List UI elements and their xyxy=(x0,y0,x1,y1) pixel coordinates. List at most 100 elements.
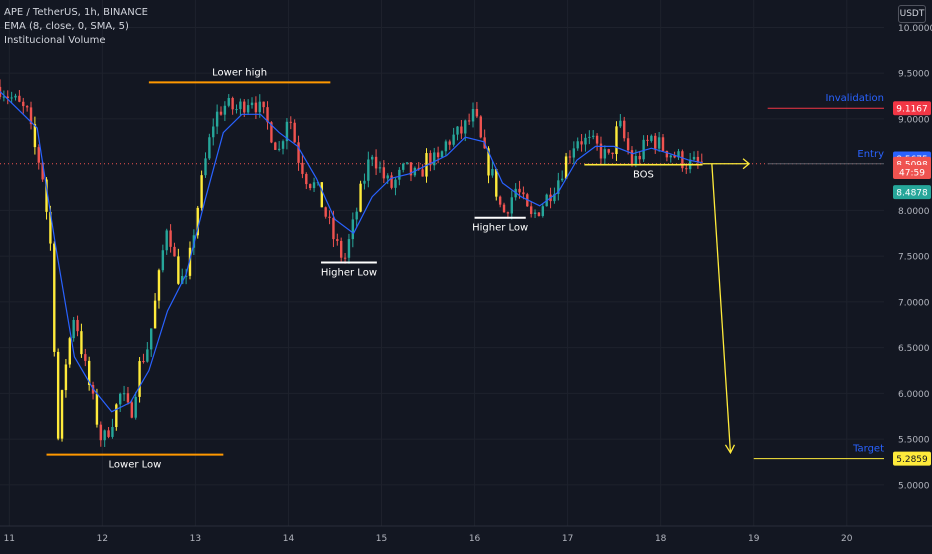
price-label: 9.1167 xyxy=(896,105,928,115)
candle-body xyxy=(188,247,192,276)
candle-body xyxy=(506,212,510,214)
candle-body xyxy=(134,396,137,418)
candle-body xyxy=(623,120,626,139)
ema-line xyxy=(0,91,703,413)
candle-body xyxy=(487,148,490,176)
entry-arrow-head xyxy=(742,158,751,170)
price-label-bg xyxy=(893,164,931,179)
candle-body xyxy=(208,137,211,159)
candle-body xyxy=(657,137,661,149)
candle-body xyxy=(138,361,141,397)
candle-body xyxy=(169,230,172,247)
legend-symbol[interactable]: APE / TetherUS, 1h, BINANCE xyxy=(4,7,148,18)
legend-ema[interactable]: EMA (8, close, 0, SMA, 5) xyxy=(4,21,129,32)
candle-body xyxy=(29,107,33,125)
candle-body xyxy=(219,111,223,115)
candle-body xyxy=(692,156,696,160)
candle-body xyxy=(464,120,467,134)
candle-body xyxy=(227,98,230,106)
candle-body xyxy=(560,178,564,181)
level-label: Lower high xyxy=(212,67,267,78)
candle-body xyxy=(367,159,370,181)
candle-body xyxy=(669,155,672,158)
candle-body xyxy=(510,197,513,214)
x-tick-label: 11 xyxy=(4,534,15,544)
annotations: Lower high Lower Low Higher Low Higher Low B… xyxy=(46,67,884,471)
candle-body xyxy=(84,354,87,361)
side-level-label: Target xyxy=(852,444,884,455)
candle-body xyxy=(592,135,595,137)
candle-body xyxy=(64,364,68,391)
y-tick-label: 5.5000 xyxy=(898,436,930,446)
candle-body xyxy=(495,169,498,197)
candle-body xyxy=(436,152,440,158)
candle-body xyxy=(87,360,91,386)
candle-body xyxy=(518,188,521,193)
candle-body xyxy=(580,141,583,145)
y-tick-label: 9.5000 xyxy=(898,70,930,80)
candle-body xyxy=(696,156,700,162)
candle-body xyxy=(654,135,657,149)
price-label-bg xyxy=(893,451,931,466)
legend-volume[interactable]: Institucional Volume xyxy=(4,35,106,46)
candle-body xyxy=(498,196,502,205)
level-label: Higher Low xyxy=(472,223,528,234)
candle-body xyxy=(332,217,335,240)
candle-body xyxy=(308,184,312,189)
candle-body xyxy=(41,162,44,180)
candle-body xyxy=(2,96,6,98)
candle-body xyxy=(37,147,40,163)
y-tick-label: 10.0000 xyxy=(898,24,932,34)
candle-body xyxy=(153,300,157,329)
y-tick-label: 6.5000 xyxy=(898,344,930,354)
candle-body xyxy=(293,122,296,143)
candle-body xyxy=(320,182,324,208)
candle-body xyxy=(564,156,568,179)
candle-body xyxy=(378,167,382,169)
candle-body xyxy=(681,151,684,169)
candle-body xyxy=(650,135,653,141)
candle-body xyxy=(324,207,327,217)
candle-body xyxy=(146,349,149,362)
side-level-label: Invalidation xyxy=(825,93,884,104)
candle-body xyxy=(200,175,203,208)
candle-body xyxy=(584,137,587,145)
price-label: 5.2859 xyxy=(896,455,928,465)
candle-body xyxy=(215,111,219,127)
candle-body xyxy=(173,246,176,257)
candle-body xyxy=(339,240,343,258)
candle-body xyxy=(258,101,261,113)
candle-body xyxy=(460,126,463,134)
target-arrow xyxy=(711,163,732,453)
candle-body xyxy=(45,179,48,212)
y-tick-label: 5.0000 xyxy=(898,481,930,491)
candle-body xyxy=(262,101,265,108)
candle-body xyxy=(673,155,676,158)
candle-body xyxy=(277,148,281,150)
candle-body xyxy=(448,141,451,145)
price-axis[interactable]: 10.0000 9.5000 9.0000 8.0000 7.5000 7.0000 6.5… xyxy=(898,24,932,491)
candle-body xyxy=(115,404,118,428)
x-tick-label: 18 xyxy=(655,534,667,544)
candle-body xyxy=(80,331,83,355)
y-tick-label: 6.0000 xyxy=(898,390,930,400)
candle-body xyxy=(607,149,610,153)
y-tick-label: 7.5000 xyxy=(898,253,930,263)
level-label: BOS xyxy=(633,170,654,181)
candle-body xyxy=(386,175,389,179)
x-tick-label: 16 xyxy=(469,534,481,544)
candle-body xyxy=(479,116,482,138)
candle-body xyxy=(615,126,618,155)
candles xyxy=(0,79,703,447)
time-axis[interactable]: 11 12 13 14 15 16 17 18 19 20 xyxy=(0,525,932,544)
candle-body xyxy=(111,427,114,437)
candle-body xyxy=(49,211,52,244)
candle-body xyxy=(289,121,292,123)
candle-body xyxy=(595,135,599,144)
candle-body xyxy=(371,156,374,160)
candle-body xyxy=(665,150,669,158)
currency-unit-button[interactable]: USDT xyxy=(898,5,926,23)
candle-body xyxy=(336,239,339,241)
